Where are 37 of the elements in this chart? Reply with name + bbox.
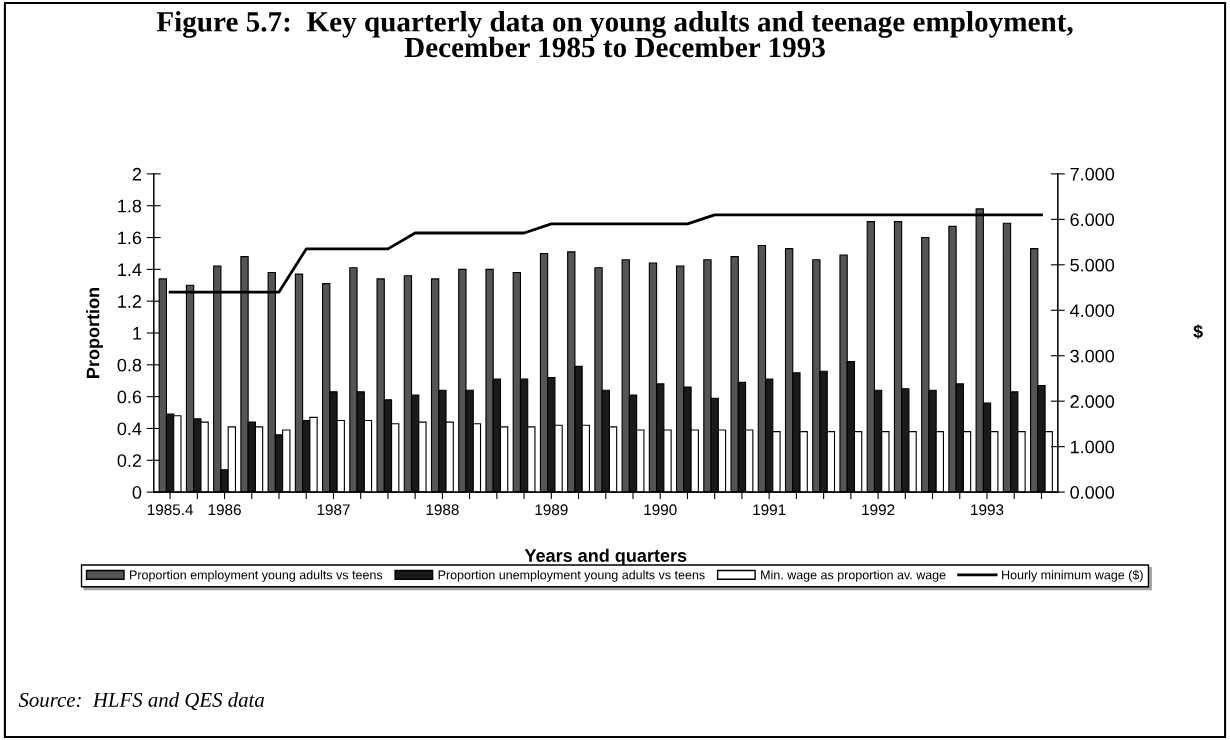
- y2-tick-label: 5.000: [1070, 258, 1115, 272]
- y-tick-label: 0.8: [117, 358, 142, 372]
- x-tick-label: 1992: [862, 504, 895, 516]
- source-note: Source: HLFS and QES data: [18, 692, 264, 711]
- x-tick-label: 1989: [535, 504, 568, 516]
- y-tick-label: 2: [132, 167, 142, 181]
- y-tick-label: 1: [133, 327, 142, 340]
- y-tick-label: 0.2: [117, 454, 142, 467]
- legend-label: Min. wage as proportion av. wage: [761, 570, 946, 582]
- y2-tick-label: 6.000: [1070, 213, 1115, 227]
- x-tick-label: 1988: [426, 504, 459, 516]
- y2-tick-label: 0.000: [1070, 486, 1115, 499]
- x-tick-label: 1993: [971, 504, 1004, 516]
- legend-label: Proportion employment young adults vs teens: [130, 570, 383, 582]
- y-tick-label: 0: [132, 486, 142, 499]
- x-tick-label: 1985.4: [147, 504, 194, 516]
- x-tick-label: 1987: [317, 504, 350, 516]
- y-tick-label: 1.2: [118, 295, 142, 308]
- y2-tick-label: 7.000: [1070, 167, 1115, 181]
- x-tick-label: 1986: [208, 504, 241, 516]
- y2-tick-label: 1.000: [1070, 440, 1115, 454]
- y-tick-label: 1.6: [118, 231, 142, 245]
- y-axis-title: Proportion: [86, 287, 103, 378]
- y2-axis-title: $: [1193, 324, 1203, 340]
- y2-tick-label: 4.000: [1070, 304, 1115, 317]
- y-tick-label: 0.4: [117, 422, 142, 436]
- legend-label: Proportion unemployment young adults vs teens: [438, 570, 705, 582]
- x-tick-label: 1991: [753, 504, 786, 516]
- y-tick-label: 1.8: [118, 199, 142, 213]
- y2-tick-label: 3.000: [1070, 349, 1115, 363]
- y-tick-label: 0.6: [117, 390, 142, 404]
- y2-tick-label: 2.000: [1070, 395, 1115, 408]
- y-tick-label: 1.4: [118, 263, 142, 276]
- chart-title: Figure 5.7: Key quarterly data on young adults and teenage employment, December 1985 to December 1993: [156, 11, 1073, 58]
- x-tick-label: 1990: [644, 504, 677, 516]
- x-axis-title: Years and quarters: [524, 548, 687, 566]
- legend-label: Hourly minimum wage ($): [1002, 569, 1143, 582]
